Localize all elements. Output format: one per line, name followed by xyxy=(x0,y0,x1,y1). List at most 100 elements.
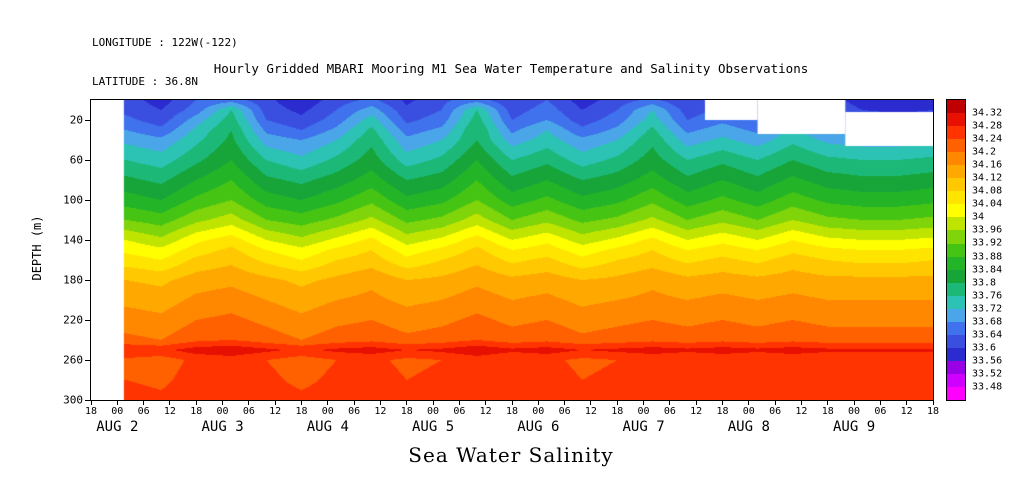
colorbar-segment xyxy=(947,152,965,166)
x-tick-label: 12 xyxy=(690,406,703,417)
colorbar-label: 34 xyxy=(972,211,985,223)
x-tick-label: 12 xyxy=(584,406,597,417)
colorbar-segment xyxy=(947,282,965,296)
x-tick-mark xyxy=(906,400,908,405)
x-tick-mark xyxy=(669,400,671,405)
x-tick-mark xyxy=(537,400,539,405)
x-tick-mark xyxy=(853,400,855,405)
y-tick-mark xyxy=(85,239,91,241)
x-tick-label: 18 xyxy=(295,406,308,417)
y-tick-label: 300 xyxy=(63,393,83,407)
colorbar-segment xyxy=(947,373,965,388)
colorbar-segment xyxy=(947,360,965,374)
x-tick-label: 18 xyxy=(716,406,729,417)
colorbar-label: 34.08 xyxy=(972,185,1003,197)
x-tick-label: 18 xyxy=(611,406,624,417)
colorbar-segment xyxy=(947,256,965,270)
colorbar-segment xyxy=(947,243,965,257)
plot-area: 18 00 06 12 18 00 06 12 18 00 06 12 18 00 06 12 18 00 06 12… xyxy=(63,99,939,435)
colorbar-label: 34.2 xyxy=(972,146,997,158)
x-tick-mark xyxy=(932,400,934,405)
colorbar-label: 33.68 xyxy=(972,316,1003,328)
longitude-text: LONGITUDE : 122W(-122) xyxy=(92,36,238,49)
colorbar-label: 33.72 xyxy=(972,303,1003,315)
x-tick-mark xyxy=(327,400,329,405)
x-tick-label: 06 xyxy=(663,406,676,417)
variable-title: Sea Water Salinity xyxy=(408,443,614,467)
colorbar-gradient xyxy=(946,99,966,401)
colorbar-segment xyxy=(947,178,965,192)
colorbar-label: 34.04 xyxy=(972,198,1003,210)
colorbar-label: 33.64 xyxy=(972,329,1003,341)
y-tick-mark xyxy=(85,119,91,121)
colorbar-segment xyxy=(947,217,965,231)
x-tick-label: 18 xyxy=(84,406,98,417)
x-tick-label: 06 xyxy=(558,406,571,417)
x-date-label: AUG 7 xyxy=(622,419,665,435)
colorbar-label: 33.52 xyxy=(972,368,1003,380)
x-tick-label: 18 xyxy=(505,406,519,417)
x-tick-mark xyxy=(301,400,302,405)
x-date-label: AUG 3 xyxy=(201,419,244,435)
x-tick-mark xyxy=(616,400,618,405)
colorbar-segment xyxy=(947,100,965,114)
colorbar-label: 34.16 xyxy=(972,159,1003,171)
colorbar-segment xyxy=(947,295,965,309)
x-tick-mark xyxy=(353,400,355,405)
colorbar-label: 33.76 xyxy=(972,290,1003,302)
x-tick-label: 06 xyxy=(242,406,255,417)
chart-title: Hourly Gridded MBARI Mooring M1 Sea Wate… xyxy=(213,61,809,76)
colorbar-label: 33.84 xyxy=(972,264,1003,276)
x-tick-label: 06 xyxy=(137,406,150,417)
x-tick-mark xyxy=(643,400,645,405)
colorbar-label: 33.96 xyxy=(972,224,1003,236)
y-tick-mark xyxy=(85,399,91,401)
y-tick-mark xyxy=(85,359,91,361)
colorbar-label: 34.28 xyxy=(972,120,1003,132)
x-tick-mark xyxy=(169,400,171,405)
x-date-label: AUG 9 xyxy=(832,419,876,435)
x-tick-label: 18 xyxy=(926,406,940,417)
x-tick-label: 12 xyxy=(374,406,387,417)
x-tick-label: 00 xyxy=(216,406,229,417)
x-tick-mark xyxy=(800,400,802,405)
x-tick-mark xyxy=(222,400,224,405)
x-tick-label: 06 xyxy=(348,406,361,417)
x-tick-label: 06 xyxy=(453,406,466,417)
x-tick-mark xyxy=(379,400,381,405)
x-tick-label: 00 xyxy=(427,406,440,417)
x-tick-label: 18 xyxy=(400,406,413,417)
x-date-label: AUG 5 xyxy=(411,419,455,435)
x-date-label: AUG 8 xyxy=(727,419,770,435)
colorbar-label: 34.24 xyxy=(972,133,1003,145)
salinity-heatmap-canvas xyxy=(91,100,933,400)
x-tick-label: 06 xyxy=(874,406,887,417)
colorbar-segment xyxy=(947,387,965,401)
colorbar-label: 34.32 xyxy=(972,107,1003,119)
x-tick-mark xyxy=(90,400,92,405)
x-tick-label: 00 xyxy=(742,406,755,417)
x-tick-label: 12 xyxy=(479,406,492,417)
y-tick-label: 180 xyxy=(63,273,83,287)
x-tick-mark xyxy=(274,400,276,405)
y-tick-label: 140 xyxy=(63,233,83,247)
x-tick-mark xyxy=(143,400,145,405)
colorbar-segment xyxy=(947,321,965,335)
colorbar-label: 33.8 xyxy=(972,277,997,289)
colorbar-segment xyxy=(947,126,965,140)
colorbar-segment xyxy=(947,165,965,179)
x-tick-label: 12 xyxy=(163,406,176,417)
x-date-label: AUG 2 xyxy=(96,419,139,435)
colorbar-segment xyxy=(947,113,965,127)
colorbar-segment xyxy=(947,191,965,205)
colorbar-segment xyxy=(947,347,965,361)
x-tick-mark xyxy=(116,400,118,405)
x-tick-mark xyxy=(564,400,566,405)
x-tick-mark xyxy=(722,400,723,405)
colorbar-label: 33.48 xyxy=(972,381,1003,393)
colorbar-segment xyxy=(947,230,965,244)
colorbar-label: 33.92 xyxy=(972,237,1003,249)
colorbar-segment xyxy=(947,308,965,322)
colorbar-segment xyxy=(947,139,965,153)
